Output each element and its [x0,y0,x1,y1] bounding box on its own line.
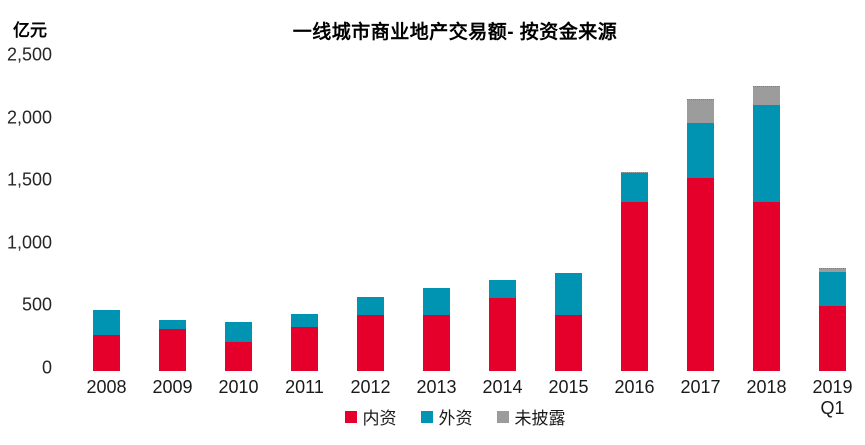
legend-item-undisclosed: 未披露 [496,404,566,429]
x-axis-label-2016: 2016 [614,377,655,397]
legend-swatch-undisclosed [496,410,509,423]
bar-segment-undisclosed-2017 [687,98,714,123]
bar-2016 [621,171,648,371]
bar-segment-foreign-capital-2019-Q1 [819,272,846,306]
legend-swatch-foreign-capital [420,410,433,423]
bar-2017 [687,98,714,371]
x-axis-label-2017: 2017 [680,377,721,397]
bar-2011 [291,314,318,371]
bar-2015 [555,273,582,371]
legend-label-undisclosed: 未披露 [514,409,566,428]
legend-item-foreign-capital: 外资 [420,404,473,429]
bar-segment-domestic-capital-2017 [687,177,714,371]
bar-segment-foreign-capital-2018 [753,104,780,202]
bar-2014 [489,279,516,371]
chart-title: 一线城市商业地产交易额- 按资金来源 [292,22,618,43]
x-axis-label-2015: 2015 [548,377,589,397]
y-tick-label: 1,000 [6,232,52,253]
legend-item-domestic-capital: 内资 [344,404,397,429]
y-tick-label: 500 [21,294,52,315]
x-axis-label-2013: 2013 [416,377,457,397]
bar-2008 [93,310,120,371]
bar-segment-domestic-capital-2009 [159,329,186,371]
y-tick-label: 2,500 [6,44,52,65]
bar-segment-foreign-capital-2013 [423,287,450,315]
bar-segment-foreign-capital-2008 [93,310,120,336]
y-tick-label: 2,000 [6,107,52,128]
bar-segment-domestic-capital-2016 [621,201,648,371]
x-axis-label-2018: 2018 [746,377,787,397]
y-tick-label: 0 [41,357,52,378]
bar-segment-foreign-capital-2010 [225,322,252,342]
bar-segment-foreign-capital-2011 [291,314,318,328]
x-axis-label-2011: 2011 [285,377,324,397]
bar-segment-domestic-capital-2012 [357,314,384,371]
x-axis-label-2019-Q1: 2019 Q1 [812,377,853,418]
bar-segment-foreign-capital-2015 [555,273,582,315]
bar-segment-domestic-capital-2018 [753,201,780,371]
bar-2009 [159,320,186,371]
bar-segment-domestic-capital-2008 [93,335,120,371]
bar-segment-domestic-capital-2011 [291,327,318,371]
bar-segment-foreign-capital-2009 [159,320,186,330]
x-axis-label-2008: 2008 [86,377,127,397]
bar-2012 [357,296,384,371]
bar-segment-undisclosed-2019-Q1 [819,267,846,273]
bar-2018 [753,85,780,371]
bar-segment-foreign-capital-2014 [489,279,516,298]
y-axis-unit-label: 亿元 [13,21,47,40]
bar-segment-domestic-capital-2010 [225,341,252,371]
bar-segment-domestic-capital-2013 [423,314,450,371]
bar-segment-domestic-capital-2015 [555,314,582,371]
legend: 内资 外资 未披露 [60,404,850,429]
bar-2019-Q1 [819,267,846,371]
bar-segment-undisclosed-2018 [753,85,780,105]
bar-segment-domestic-capital-2019-Q1 [819,305,846,371]
legend-label-domestic-capital: 内资 [362,409,397,428]
legend-swatch-domestic-capital [344,410,357,423]
x-axis-label-2009: 2009 [152,377,193,397]
y-tick-label: 1,500 [6,169,52,190]
bar-segment-foreign-capital-2012 [357,296,384,315]
legend-label-foreign-capital: 外资 [438,409,473,428]
bar-segment-undisclosed-2016 [621,171,648,174]
bar-2010 [225,322,252,371]
bar-segment-foreign-capital-2016 [621,173,648,202]
bar-segment-domestic-capital-2014 [489,297,516,371]
x-axis-label-2010: 2010 [218,377,259,397]
x-axis-label-2014: 2014 [482,377,523,397]
bar-segment-foreign-capital-2017 [687,122,714,178]
bar-2013 [423,287,450,371]
x-axis-label-2012: 2012 [350,377,391,397]
